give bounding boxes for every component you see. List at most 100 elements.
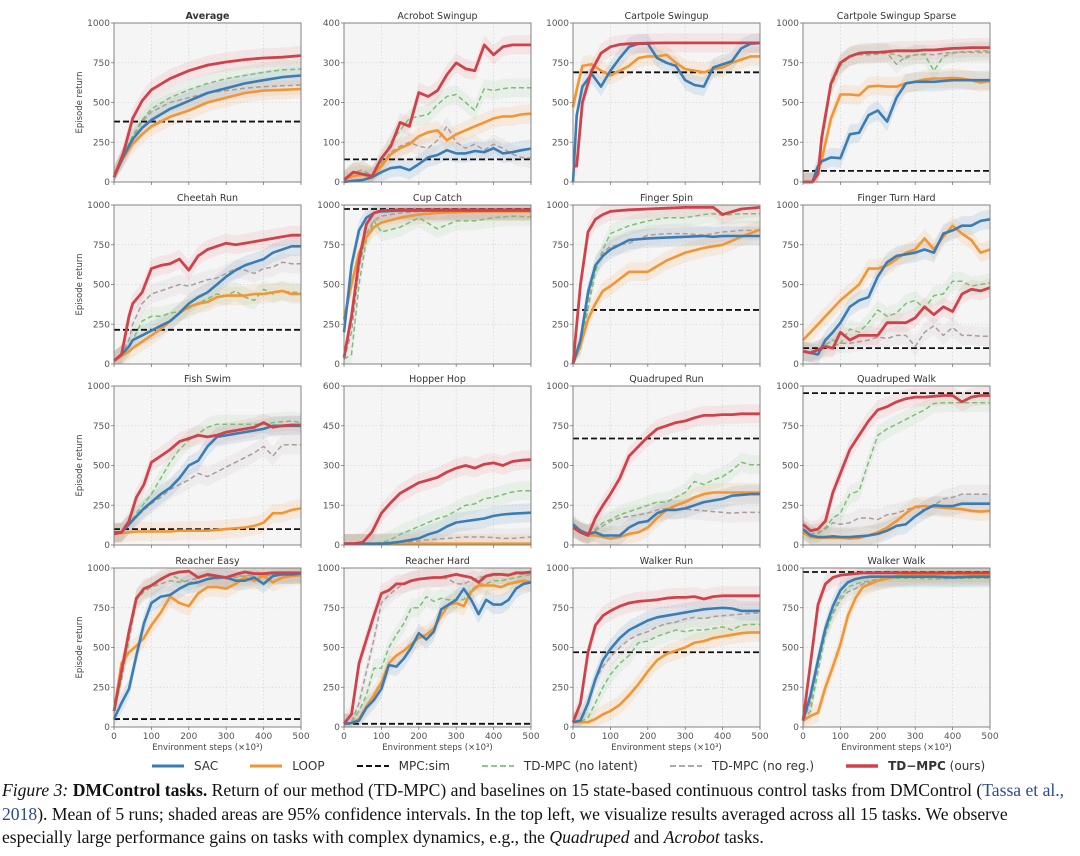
legend-label-mpc: MPC:sim xyxy=(398,759,450,773)
y-tick-label: 750 xyxy=(93,241,110,251)
series-line-loop xyxy=(113,289,301,362)
subplot-title: Quadruped Walk xyxy=(857,374,936,385)
series-line-td-mpc-no-latent xyxy=(802,577,990,722)
plot-area xyxy=(803,568,990,727)
series-line-sac xyxy=(344,511,532,546)
legend-label-nolatent: TD-MPC (no latent) xyxy=(523,759,638,773)
subplot-title: Cheetah Run xyxy=(177,193,238,204)
caption-and: and xyxy=(629,827,664,847)
series-line-td-mpc-no-latent xyxy=(113,68,302,178)
y-tick-label: 500 xyxy=(93,99,110,109)
subplot-title: Cartpole Swingup xyxy=(625,11,709,22)
ci-band-td-mpc-ours- xyxy=(573,404,760,545)
series-line-sac xyxy=(802,502,990,539)
caption-text-1: Return of our method (TD-MPC) and baseli… xyxy=(207,780,983,800)
y-tick-label: 1000 xyxy=(87,19,110,29)
legend-swatch-tdmpc xyxy=(846,764,879,768)
series-line-loop xyxy=(572,491,760,540)
legend-swatch-sac xyxy=(152,764,184,768)
subplot-average: 0 250 500 750 1000 Episode return Average xyxy=(75,11,302,188)
series-line-sac xyxy=(114,424,301,534)
y-tick-label: 1000 xyxy=(87,382,110,392)
series-line-sac xyxy=(571,234,760,365)
y-tick-label: 750 xyxy=(93,59,110,69)
series-line-td-mpc-ours xyxy=(344,458,532,546)
y-tick-label: 750 xyxy=(552,241,569,251)
y-tick-label: 750 xyxy=(782,241,799,251)
series-line-td-mpc-no-latent xyxy=(113,288,301,362)
series-line-td-mpc-no-latent xyxy=(343,215,532,360)
ci-band-td-mpc-no-latent- xyxy=(114,568,301,721)
series-line-loop xyxy=(113,507,302,536)
subplot-title: Average xyxy=(186,11,230,22)
plot-area xyxy=(803,386,990,545)
ci-band-td-mpc-no-reg- xyxy=(114,568,301,721)
y-tick-label: 500 xyxy=(93,644,110,654)
subplot-reacher-easy: 0 250 500 750 1000 0 100 200 300 400 500 Environmen… xyxy=(75,556,310,753)
y-tick-label: 0 xyxy=(334,723,340,733)
caption-citation-link[interactable]: Tassa et al., 2018 xyxy=(2,780,1065,824)
ci-band-loop xyxy=(803,568,990,727)
series-line-td-mpc-no-latent xyxy=(343,573,532,725)
legend: SAC LOOP MPC:sim TD-MPC (no latent) TD-M… xyxy=(150,757,985,775)
subplot-walker-run: 0 250 500 750 1000 0 100 200 300 400 500 Environmen… xyxy=(546,556,769,753)
y-tick-label: 0 xyxy=(793,541,799,551)
ci-band-loop xyxy=(573,483,760,545)
subplot-title: Hopper Hop xyxy=(409,374,466,385)
y-axis-label: Episode return xyxy=(75,253,85,315)
subplot-cartpole-swingup: 0 250 500 750 1000 Cartpole Swingup xyxy=(546,11,761,188)
series-line-td-mpc-ours xyxy=(571,594,760,723)
series-line-td-mpc-ours xyxy=(113,421,301,536)
series-line-sac xyxy=(112,572,302,720)
ci-band-td-mpc-no-latent- xyxy=(344,206,531,364)
plot-area xyxy=(114,568,301,727)
y-tick-label: 1000 xyxy=(317,201,340,211)
series-line-td-mpc-ours xyxy=(802,286,991,355)
subplot-title: Finger Spin xyxy=(640,193,693,204)
ci-band-td-mpc-no-latent- xyxy=(803,568,990,727)
y-tick-label: 250 xyxy=(782,683,799,693)
x-tick-label: 0 xyxy=(111,732,117,742)
y-tick-label: 500 xyxy=(782,281,799,291)
series-line-td-mpc-ours xyxy=(573,41,760,168)
y-axis-label: Episode return xyxy=(75,616,85,678)
legend-label-tdmpc-bold: TD−MPC xyxy=(888,759,946,773)
legend-item-noreg: TD-MPC (no reg.) xyxy=(668,759,814,773)
plot-area xyxy=(114,386,301,545)
y-tick-label: 100 xyxy=(323,138,340,148)
y-tick-label: 0 xyxy=(793,723,799,733)
y-tick-label: 500 xyxy=(552,644,569,654)
ci-band-td-mpc-no-latent- xyxy=(573,205,760,364)
legend-item-tdmpc: TD−MPC (ours) xyxy=(844,759,985,773)
y-tick-label: 1000 xyxy=(87,201,110,211)
plot-area xyxy=(344,205,531,364)
y-tick-label: 0 xyxy=(334,360,340,370)
x-axis-label: Environment steps (×10³) xyxy=(382,743,492,753)
x-tick-label: 100 xyxy=(602,732,619,742)
y-tick-label: 0 xyxy=(104,541,110,551)
plot-area xyxy=(344,568,531,727)
y-tick-label: 500 xyxy=(93,462,110,472)
ci-band-td-mpc-no-latent- xyxy=(803,393,990,544)
series-line-td-mpc-no-latent xyxy=(572,212,760,365)
ci-band-sac xyxy=(344,503,531,545)
y-tick-label: 0 xyxy=(563,178,569,188)
subplot-acrobot-swingup: 0 100 200 300 400 Acrobot Swingup xyxy=(323,11,532,188)
y-tick-label: 500 xyxy=(552,281,569,291)
x-tick-label: 200 xyxy=(639,732,656,742)
caption-quadruped: Quadruped xyxy=(549,827,630,847)
ci-band-td-mpc-no-latent- xyxy=(573,614,760,727)
y-tick-label: 250 xyxy=(93,501,110,511)
y-tick-label: 300 xyxy=(323,59,340,69)
series-line-loop xyxy=(802,573,990,722)
y-tick-label: 0 xyxy=(104,360,110,370)
x-axis-label: Environment steps (×10³) xyxy=(841,743,951,753)
legend-item-sac: SAC xyxy=(150,759,218,773)
y-tick-label: 250 xyxy=(552,683,569,693)
ci-band-td-mpc-no-latent- xyxy=(344,78,531,182)
y-tick-label: 0 xyxy=(563,360,569,370)
subplot-title: Cup Catch xyxy=(413,193,462,204)
caption-figure-label: Figure 3: xyxy=(2,780,69,800)
x-axis-label: Environment steps (×10³) xyxy=(152,743,262,753)
x-tick-label: 500 xyxy=(751,732,768,742)
